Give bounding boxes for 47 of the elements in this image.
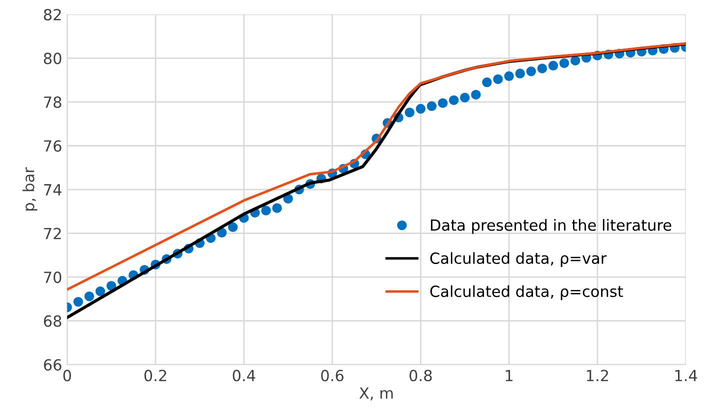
- point: [228, 222, 238, 232]
- point: [106, 280, 116, 291]
- x-tick-label: 0.8: [410, 370, 432, 382]
- point: [404, 108, 414, 118]
- point: [84, 291, 94, 302]
- y-tick-label: 78: [44, 96, 62, 108]
- point: [448, 95, 459, 106]
- point: [73, 296, 84, 307]
- point: [426, 101, 437, 111]
- point: [216, 228, 227, 238]
- point: [482, 77, 492, 88]
- x-tick-label: 0.6: [321, 370, 344, 382]
- y-tick-label: 80: [44, 52, 62, 64]
- point: [504, 71, 514, 82]
- x-tick-label: 1: [506, 370, 512, 382]
- point: [515, 68, 525, 78]
- y-tick-label: 72: [44, 228, 61, 240]
- x-tick-label: 0.4: [232, 370, 256, 382]
- y-tick-label: 68: [44, 315, 62, 327]
- point: [471, 90, 481, 100]
- point: [460, 92, 470, 102]
- point: [537, 64, 548, 74]
- point: [559, 58, 570, 68]
- point: [95, 286, 106, 296]
- x-axis-title: X, m: [359, 388, 393, 400]
- point: [283, 194, 293, 204]
- legend-label: Calculated data, ρ=const: [430, 285, 623, 300]
- legend-label: Calculated data, ρ=var: [430, 252, 607, 267]
- point: [493, 74, 503, 84]
- point: [526, 66, 536, 76]
- y-axis-title: p, bar: [22, 167, 38, 211]
- y-tick-label: 74: [44, 184, 62, 196]
- x-tick-label: 1.2: [586, 370, 608, 382]
- point: [570, 56, 580, 66]
- x-tick-label: 0: [63, 370, 72, 382]
- y-tick-label: 76: [44, 140, 62, 152]
- point: [261, 206, 271, 216]
- point: [272, 203, 282, 213]
- y-tick-label: 70: [44, 272, 62, 284]
- y-tick-label: 66: [44, 359, 62, 371]
- point: [438, 98, 448, 108]
- point: [416, 104, 426, 114]
- x-tick-label: 0.2: [144, 370, 166, 382]
- x-tick-label: 1.4: [675, 370, 698, 382]
- point: [548, 60, 558, 70]
- legend-label: Data presented in the literature: [430, 219, 672, 234]
- y-tick-label: 82: [44, 8, 61, 20]
